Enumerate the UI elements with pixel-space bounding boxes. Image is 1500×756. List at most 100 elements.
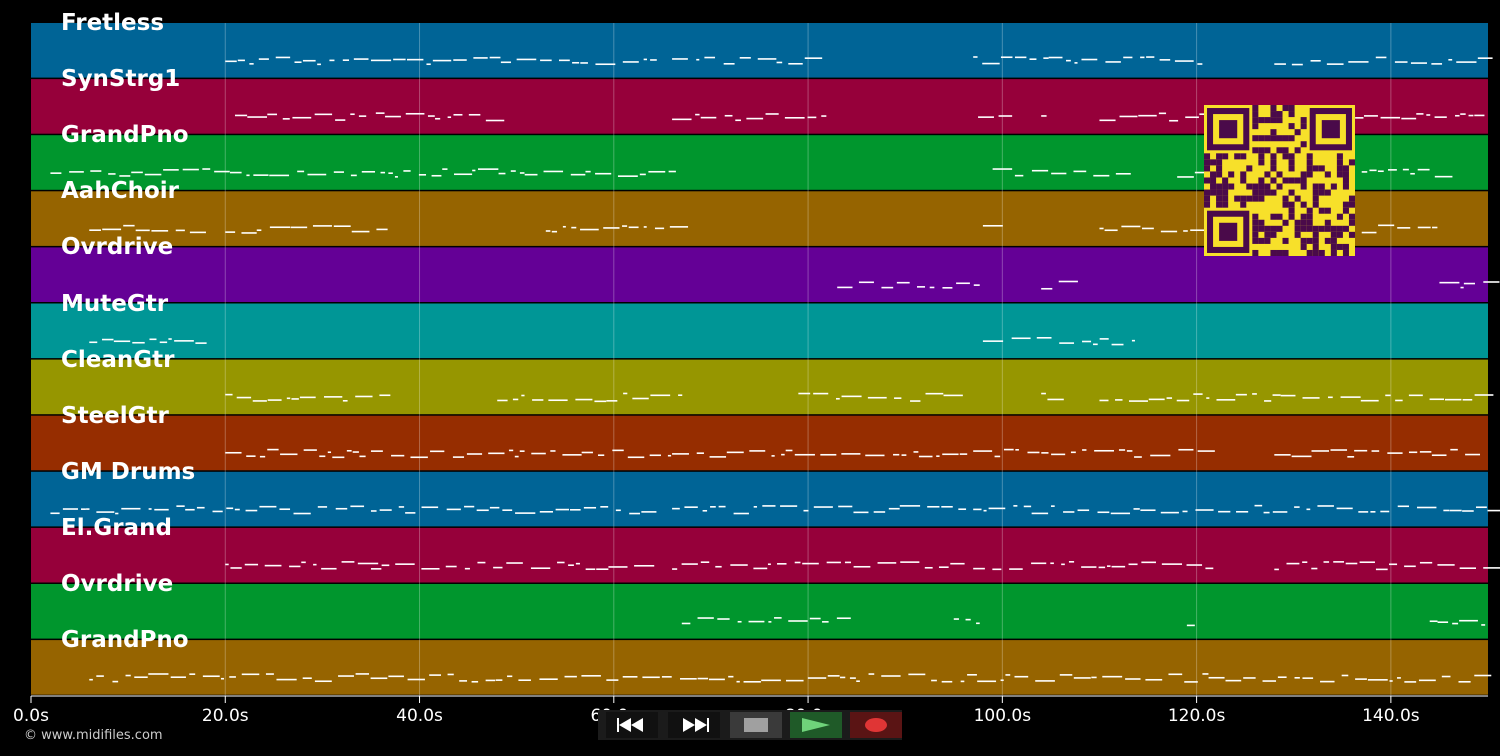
note-mark (515, 512, 536, 514)
track-lane[interactable] (31, 640, 1488, 695)
note-mark (545, 230, 551, 232)
note-mark (269, 226, 290, 229)
note-mark (464, 567, 470, 570)
note-mark (1264, 400, 1272, 402)
note-mark (667, 454, 672, 457)
track-lane[interactable] (31, 359, 1488, 415)
note-mark (302, 677, 312, 680)
note-mark (551, 230, 558, 233)
note-mark (580, 228, 599, 231)
note-mark (327, 451, 332, 454)
note-mark (1160, 511, 1179, 514)
rewind-button[interactable] (606, 712, 658, 738)
track-lane[interactable] (31, 23, 1488, 78)
tick-label: 100.0s (973, 706, 1032, 726)
track-lane[interactable] (31, 527, 1488, 583)
note-mark (1417, 226, 1431, 229)
note-mark (1029, 58, 1037, 60)
note-mark (777, 563, 787, 565)
note-mark (913, 451, 919, 453)
note-mark (531, 452, 546, 455)
note-mark (163, 169, 179, 171)
track-lane[interactable] (31, 415, 1488, 471)
note-mark (1131, 339, 1135, 342)
note-mark (570, 173, 586, 176)
track-label: MuteGtr (61, 290, 169, 317)
note-mark (302, 59, 316, 62)
note-mark (1483, 281, 1500, 283)
note-mark (973, 508, 982, 511)
note-mark (548, 399, 568, 402)
note-mark (212, 510, 223, 513)
note-mark (615, 509, 621, 512)
note-mark (174, 340, 194, 342)
note-mark (1375, 568, 1388, 571)
note-mark (477, 168, 499, 170)
note-mark (1378, 224, 1395, 227)
note-mark (550, 450, 556, 452)
note-mark (245, 509, 258, 512)
play-button[interactable] (790, 712, 842, 738)
note-mark (1094, 449, 1114, 452)
track-lane[interactable] (31, 471, 1488, 527)
note-mark (280, 453, 298, 456)
note-mark (1177, 176, 1194, 178)
note-mark (1184, 681, 1198, 683)
note-mark (149, 338, 157, 341)
note-mark (407, 678, 425, 681)
note-mark (1434, 116, 1447, 118)
note-mark (1141, 561, 1156, 564)
note-mark (1449, 509, 1462, 512)
note-mark (1041, 392, 1046, 395)
note-mark (826, 561, 841, 564)
note-mark (303, 449, 317, 451)
note-mark (983, 509, 987, 512)
note-mark (600, 506, 609, 508)
note-mark (1417, 168, 1430, 171)
note-mark (115, 512, 119, 515)
tick-label: 20.0s (201, 706, 249, 726)
note-mark (1361, 171, 1368, 173)
note-mark (1408, 451, 1418, 454)
note-mark (427, 115, 435, 117)
note-mark (1330, 449, 1348, 451)
note-mark (1310, 60, 1321, 62)
track-lane[interactable] (31, 584, 1488, 639)
note-mark (370, 450, 383, 452)
record-button[interactable] (850, 712, 902, 738)
note-mark (1431, 63, 1443, 65)
note-mark (370, 677, 388, 680)
note-mark (1099, 338, 1109, 340)
note-mark (452, 456, 465, 458)
note-mark (256, 229, 262, 232)
note-mark (648, 170, 666, 173)
note-mark (1197, 450, 1215, 452)
note-mark (1277, 676, 1287, 679)
note-mark (249, 63, 254, 65)
note-mark (514, 455, 519, 458)
note-mark (918, 455, 933, 458)
note-mark (476, 509, 489, 512)
note-mark (410, 456, 428, 459)
note-mark (841, 453, 861, 455)
note-mark (753, 567, 768, 570)
note-mark (353, 58, 369, 60)
note-mark (936, 455, 940, 457)
track-lane[interactable] (31, 247, 1488, 302)
note-mark (608, 566, 628, 568)
note-mark (1302, 397, 1320, 399)
fast-forward-button[interactable] (668, 712, 720, 738)
track-label: CleanGtr (61, 346, 175, 373)
note-mark (1216, 399, 1236, 401)
note-mark (737, 620, 742, 623)
note-mark (856, 680, 860, 682)
note-mark (901, 454, 907, 456)
track-lane[interactable] (31, 303, 1488, 359)
note-mark (1235, 393, 1247, 396)
note-mark (1274, 63, 1286, 65)
note-mark (62, 508, 78, 510)
note-mark (1105, 61, 1121, 63)
stop-button[interactable] (730, 712, 782, 738)
note-mark (1121, 225, 1141, 228)
note-mark (1272, 394, 1281, 396)
